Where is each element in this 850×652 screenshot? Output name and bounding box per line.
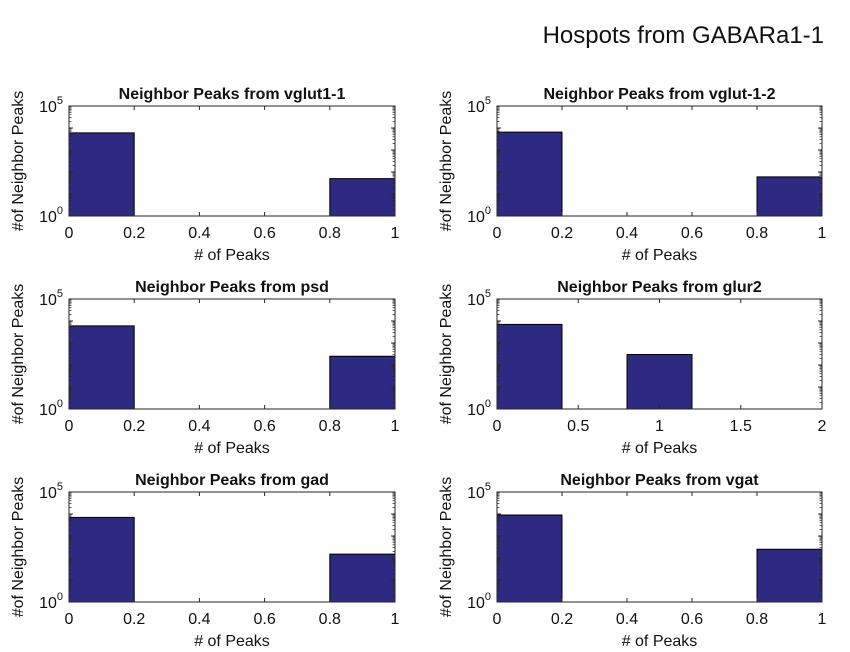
axes-box [68, 491, 396, 603]
histogram-bar [329, 355, 396, 410]
subplot-title: Neighbor Peaks from psd [135, 279, 329, 296]
x-tick-label: 0.6 [253, 225, 275, 242]
y-axis-label: #of Neighbor Peaks [438, 477, 455, 618]
x-tick-label: 0.2 [123, 611, 145, 628]
histogram-bar [496, 131, 563, 217]
subplot-title: Neighbor Peaks from vglut-1-2 [543, 86, 775, 103]
y-tick-label: 100 [467, 591, 491, 612]
x-tick-label: 0 [65, 225, 74, 242]
x-tick-label: 0.6 [681, 225, 703, 242]
axes-box [68, 105, 396, 217]
axes-box [68, 298, 396, 410]
x-axis-label: # of Peaks [194, 247, 270, 264]
x-tick-label: 1 [655, 418, 664, 435]
y-tick-label: 105 [467, 95, 491, 116]
x-tick-label: 0.4 [616, 611, 638, 628]
x-tick-label: 1.5 [730, 418, 752, 435]
y-tick-label: 105 [467, 481, 491, 502]
x-axis-label: # of Peaks [622, 440, 698, 457]
subplot-title: Neighbor Peaks from vglut1-1 [119, 86, 346, 103]
histogram-bar [68, 516, 135, 603]
x-tick-label: 0.6 [681, 611, 703, 628]
y-tick-label: 105 [39, 95, 63, 116]
x-tick-label: 0.8 [746, 611, 768, 628]
x-tick-label: 1 [818, 225, 827, 242]
y-tick-label: 100 [39, 205, 63, 226]
histogram-bar [756, 176, 823, 217]
x-tick-label: 0.2 [123, 418, 145, 435]
histogram-bar [68, 132, 135, 217]
y-tick-label: 105 [467, 288, 491, 309]
x-tick-label: 0.4 [616, 225, 638, 242]
subplot-title: Neighbor Peaks from gad [135, 472, 329, 489]
x-tick-label: 1 [391, 611, 400, 628]
subplot: 0 0.2 0.4 0.6 0.8 1 100 105 Neighbor Peaks from … [438, 472, 827, 650]
y-axis-label: #of Neighbor Peaks [10, 284, 27, 425]
x-tick-label: 0.8 [319, 418, 341, 435]
x-tick-label: 0.4 [188, 418, 210, 435]
x-tick-label: 0.8 [746, 225, 768, 242]
x-tick-label: 0 [65, 418, 74, 435]
axes-box [496, 491, 823, 603]
x-axis-label: # of Peaks [194, 440, 270, 457]
y-axis-label: #of Neighbor Peaks [10, 91, 27, 232]
subplot: 0 0.2 0.4 0.6 0.8 1 100 105 Neighbor Peaks from … [10, 279, 400, 457]
x-axis-label: # of Peaks [622, 633, 698, 650]
y-tick-label: 100 [467, 398, 491, 419]
x-tick-label: 0.8 [319, 611, 341, 628]
figure-title: Hospots from GABARa1-1 [542, 22, 824, 49]
subplot-title: Neighbor Peaks from vgat [560, 472, 759, 489]
histogram-bar [329, 553, 396, 603]
x-tick-label: 0 [493, 611, 502, 628]
y-axis-label: #of Neighbor Peaks [438, 91, 455, 232]
x-tick-label: 0 [65, 611, 74, 628]
y-tick-label: 100 [39, 591, 63, 612]
histogram-bar [68, 325, 135, 410]
x-tick-label: 0.6 [253, 418, 275, 435]
subplot: 0 0.2 0.4 0.6 0.8 1 100 105 Neighbor Peaks from … [10, 86, 400, 264]
x-tick-label: 0.2 [123, 225, 145, 242]
y-tick-label: 100 [39, 398, 63, 419]
subplot: 0 0.5 1 1.5 2 100 105 Neighbor Peaks from glur2… [438, 279, 827, 457]
x-tick-label: 2 [818, 418, 827, 435]
x-tick-label: 0.4 [188, 611, 210, 628]
y-tick-label: 105 [39, 288, 63, 309]
x-tick-label: 0.4 [188, 225, 210, 242]
x-tick-label: 1 [818, 611, 827, 628]
x-tick-label: 1 [391, 418, 400, 435]
subplot: 0 0.2 0.4 0.6 0.8 1 100 105 Neighbor Peaks from … [10, 472, 400, 650]
y-axis-label: #of Neighbor Peaks [10, 477, 27, 618]
x-tick-label: 1 [391, 225, 400, 242]
y-tick-label: 100 [467, 205, 491, 226]
subplot: 0 0.2 0.4 0.6 0.8 1 100 105 Neighbor Peaks from … [438, 86, 827, 264]
histogram-bar [626, 354, 693, 410]
axes-box [496, 105, 823, 217]
histogram-bar [756, 548, 823, 603]
x-tick-label: 0.6 [253, 611, 275, 628]
x-tick-label: 0.2 [551, 225, 573, 242]
y-tick-label: 105 [39, 481, 63, 502]
x-axis-label: # of Peaks [194, 633, 270, 650]
histogram-bar [496, 514, 563, 603]
x-axis-label: # of Peaks [622, 247, 698, 264]
x-tick-label: 0 [493, 225, 502, 242]
subplot-title: Neighbor Peaks from glur2 [557, 279, 762, 296]
x-tick-label: 0.8 [319, 225, 341, 242]
x-tick-label: 0.2 [551, 611, 573, 628]
histogram-bar [496, 323, 563, 410]
x-tick-label: 0.5 [567, 418, 589, 435]
y-axis-label: #of Neighbor Peaks [438, 284, 455, 425]
histogram-bar [329, 178, 396, 217]
x-tick-label: 0 [493, 418, 502, 435]
